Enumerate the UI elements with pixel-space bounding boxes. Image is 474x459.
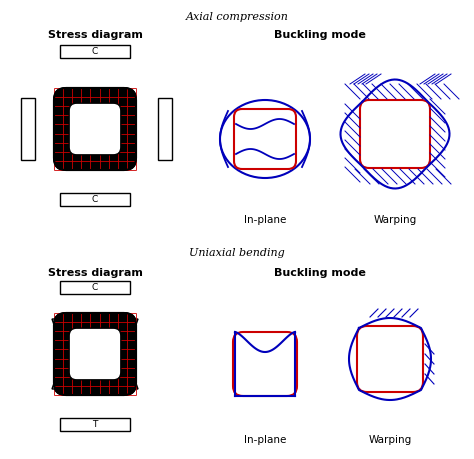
Text: C: C <box>92 47 98 56</box>
Text: In-plane: In-plane <box>244 214 286 224</box>
Bar <box>60 193 130 206</box>
FancyBboxPatch shape <box>69 329 121 380</box>
Text: Uniaxial bending: Uniaxial bending <box>189 247 285 257</box>
Text: T: T <box>92 420 98 429</box>
Text: Warping: Warping <box>374 214 417 224</box>
FancyBboxPatch shape <box>54 313 136 395</box>
Bar <box>60 281 130 294</box>
Polygon shape <box>120 319 138 389</box>
Polygon shape <box>52 319 70 389</box>
Text: Axial compression: Axial compression <box>185 12 289 22</box>
FancyBboxPatch shape <box>54 89 136 171</box>
Text: Stress diagram: Stress diagram <box>47 30 143 40</box>
Text: C: C <box>92 283 98 292</box>
Bar <box>60 418 130 431</box>
Text: Stress diagram: Stress diagram <box>47 268 143 277</box>
Text: In-plane: In-plane <box>244 434 286 444</box>
Bar <box>158 99 172 161</box>
Text: Buckling mode: Buckling mode <box>274 30 366 40</box>
Bar <box>60 45 130 58</box>
Text: C: C <box>92 195 98 204</box>
Text: Warping: Warping <box>368 434 411 444</box>
Bar <box>21 99 35 161</box>
FancyBboxPatch shape <box>69 104 121 156</box>
Text: Buckling mode: Buckling mode <box>274 268 366 277</box>
